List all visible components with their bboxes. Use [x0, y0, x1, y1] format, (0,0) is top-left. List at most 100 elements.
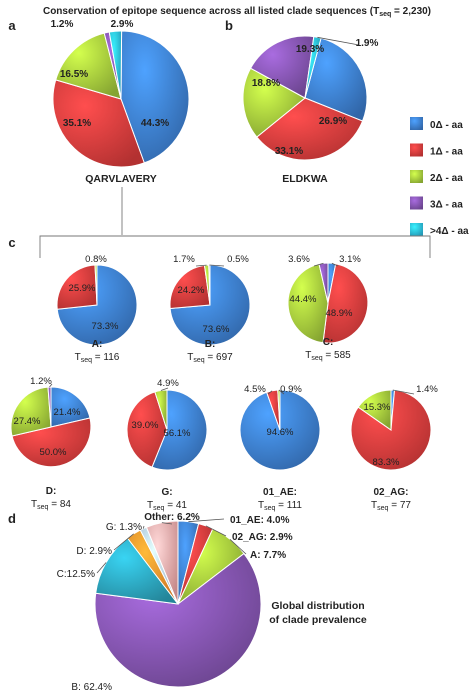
pie-6-value-label-2: 4.9%: [157, 378, 179, 389]
figure-title: Conservation of epitope sequence across …: [43, 6, 431, 18]
pie-9-value-label-1: 02_AG: 2.9%: [232, 532, 293, 543]
pie-2-tseq: Tseq = 116: [75, 352, 120, 364]
pie-6-value-label-0: 56.1%: [164, 428, 191, 439]
pie-1-slice-3: [249, 35, 315, 99]
pie-1-value-label-4: 1.9%: [356, 38, 379, 49]
pie-4-value-label-0: 3.1%: [339, 254, 361, 265]
pie-4-value-label-3: 3.6%: [288, 254, 310, 265]
pie-4-value-label-2: 44.4%: [290, 294, 317, 305]
pie-2-value-label-0: 73.3%: [92, 321, 119, 332]
pie-5-slice-1: [11, 417, 92, 468]
legend-label-4: >4Δ - aa: [430, 226, 469, 237]
pie-6-slice-2: [154, 389, 168, 431]
pie-8-value-label-1: 83.3%: [373, 457, 400, 468]
pie-5-value-label-1: 50.0%: [40, 447, 67, 458]
pie-0-value-label-1: 35.1%: [63, 118, 91, 129]
pie-3-leader-line-3: [209, 264, 225, 267]
pie-6-slice-0: [151, 389, 208, 471]
pie-4-slice-1: [322, 263, 369, 344]
pie-0-slice-1: [52, 79, 145, 168]
pie-4-title: C:: [323, 337, 334, 348]
pie-5-slice-0: [50, 386, 91, 428]
pie-d-title: Global distribution of clade prevalence: [269, 600, 367, 626]
pie-1-slice-0: [304, 37, 368, 122]
pie-4-leader-line-0: [331, 262, 339, 267]
pie-7-leader-line-1: [267, 390, 273, 395]
pie-5-value-label-2: 27.4%: [14, 416, 41, 427]
pie-3-title: B:: [205, 339, 216, 350]
pie-9-value-label-3: B: 62.4%: [71, 682, 112, 693]
pie-9-value-label-7: Other: 6.2%: [144, 512, 200, 523]
pie-7-slice-2: [277, 389, 281, 431]
pie-9-slice-3: [94, 552, 262, 688]
legend-label-0: 0Δ - aa: [430, 120, 463, 131]
pie-6-slice-1: [126, 391, 168, 468]
pie-6-title: G:: [161, 487, 172, 498]
pie-9-value-label-4: C:12.5%: [57, 569, 95, 580]
pie-2-slice-1: [56, 264, 98, 310]
pie-b-title: ELDKWA: [282, 173, 328, 185]
pie-2-value-label-2: 0.8%: [85, 254, 107, 265]
pie-0-value-label-3: 1.2%: [51, 19, 74, 30]
pie-3-value-label-3: 0.5%: [227, 254, 249, 265]
pie-8-value-label-2: 15.3%: [364, 402, 391, 413]
pie-3-value-label-1: 24.2%: [178, 285, 205, 296]
pie-5-value-label-0: 21.4%: [54, 407, 81, 418]
pie-5-leader-line-3: [49, 383, 53, 388]
legend-label-2: 2Δ - aa: [430, 173, 463, 184]
pie-9-leader-line-4: [96, 562, 107, 574]
legend-swatch-3: [410, 196, 423, 210]
pie-5-tseq: Tseq = 84: [31, 499, 71, 511]
pie-9-leader-line-6: [142, 525, 145, 529]
pie-5-value-label-3: 1.2%: [30, 376, 52, 387]
pie-9-leader-line-1: [205, 525, 227, 537]
pie-4-value-label-1: 48.9%: [326, 308, 353, 319]
legend-swatch-1: [410, 143, 423, 157]
panel-label-d: d: [8, 511, 16, 526]
panel-label-b: b: [225, 18, 233, 33]
pie-9-leader-line-0: [188, 518, 225, 523]
pie-8-value-label-0: 1.4%: [416, 384, 438, 395]
pie-1-slice-2: [242, 67, 306, 138]
pie-7-value-label-0: 94.6%: [267, 427, 294, 438]
pie-2-value-label-1: 25.9%: [69, 283, 96, 294]
panel-label-c: c: [8, 235, 15, 250]
pie-1-slice-1: [256, 97, 364, 161]
pie-0-slice-0: [120, 30, 190, 164]
legend-swatch-2: [410, 170, 423, 183]
bracket-line: [39, 235, 431, 258]
pie-2-slice-2: [94, 264, 98, 306]
pie-3-tseq: Tseq = 697: [187, 352, 233, 364]
pie-7-leader-line-2: [278, 389, 285, 395]
pie-9-value-label-5: D: 2.9%: [76, 546, 112, 557]
pie-7-title: 01_AE:: [263, 487, 297, 498]
pie-3-slice-1: [169, 264, 211, 310]
panel-label-a: a: [8, 18, 16, 33]
pie-4-leader-line-3: [313, 262, 324, 267]
pie-9-value-label-2: A: 7.7%: [250, 550, 286, 561]
pie-1-value-label-0: 26.9%: [319, 116, 347, 127]
pie-0-value-label-4: 2.9%: [111, 19, 134, 30]
pie-2-title: A:: [92, 339, 103, 350]
pie-4-slice-2: [287, 263, 329, 344]
pie-1-leader-line-4: [317, 36, 360, 46]
pie-3-leader-line-2: [195, 264, 207, 267]
pie-6-value-label-1: 39.0%: [132, 420, 159, 431]
pie-7-value-label-1: 4.5%: [244, 384, 266, 395]
pie-9-value-label-6: G: 1.3%: [106, 522, 142, 533]
legend-swatch-4: [410, 223, 423, 236]
legend-label-1: 1Δ - aa: [430, 147, 463, 158]
pie-9-leader-line-5: [113, 533, 134, 551]
pie-9-leader-line-7: [161, 522, 173, 525]
pie-7-tseq: Tseq = 111: [258, 500, 302, 512]
pie-9-leader-line-2: [229, 539, 247, 555]
pie-9-slice-4: [95, 537, 180, 605]
pie-5-title: D:: [46, 486, 57, 497]
pie-8-tseq: Tseq = 77: [371, 500, 411, 512]
legend-swatch-0: [410, 117, 423, 130]
legend-label-3: 3Δ - aa: [430, 200, 463, 211]
pie-3-value-label-2: 1.7%: [173, 254, 195, 265]
pie-6-leader-line-2: [160, 387, 169, 391]
pie-8-title: 02_AG:: [373, 487, 408, 498]
pie-1-value-label-3: 19.3%: [296, 44, 324, 55]
